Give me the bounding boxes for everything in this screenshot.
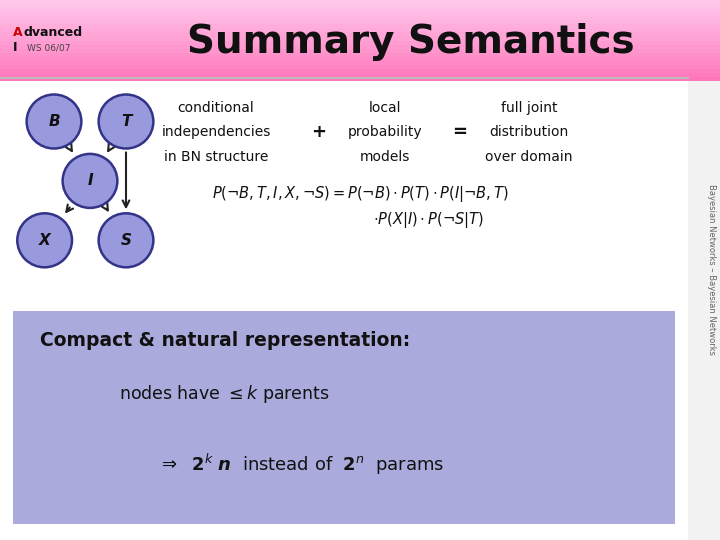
Ellipse shape <box>99 94 153 149</box>
FancyBboxPatch shape <box>0 4 720 8</box>
FancyBboxPatch shape <box>0 45 720 49</box>
Ellipse shape <box>17 213 72 267</box>
Text: S: S <box>120 233 132 248</box>
Text: $\Rightarrow$  $\mathbf{2^{\it k}}$ $\boldsymbol{n}$  instead of  $\mathbf{2^{\i: $\Rightarrow$ $\mathbf{2^{\it k}}$ $\bol… <box>158 452 445 477</box>
FancyBboxPatch shape <box>0 60 720 65</box>
Text: conditional: conditional <box>178 101 254 115</box>
Text: local: local <box>369 101 402 115</box>
FancyBboxPatch shape <box>13 310 675 524</box>
FancyBboxPatch shape <box>0 24 720 28</box>
FancyBboxPatch shape <box>0 37 720 40</box>
Ellipse shape <box>99 213 153 267</box>
Text: over domain: over domain <box>485 150 573 164</box>
FancyBboxPatch shape <box>0 73 720 77</box>
Text: $\cdot P(X|I) \cdot P(\neg S|T)$: $\cdot P(X|I) \cdot P(\neg S|T)$ <box>373 210 484 231</box>
Text: WS 06/07: WS 06/07 <box>27 43 71 52</box>
Text: nodes have $\leq k$ parents: nodes have $\leq k$ parents <box>119 383 329 405</box>
Text: distribution: distribution <box>490 125 569 139</box>
Text: independencies: independencies <box>161 125 271 139</box>
Text: full joint: full joint <box>501 101 557 115</box>
FancyBboxPatch shape <box>0 57 720 60</box>
FancyBboxPatch shape <box>0 12 720 16</box>
Text: Compact & natural representation:: Compact & natural representation: <box>40 330 410 350</box>
Text: B: B <box>48 114 60 129</box>
Text: in BN structure: in BN structure <box>164 150 268 164</box>
Text: T: T <box>121 114 131 129</box>
Text: X: X <box>39 233 50 248</box>
FancyBboxPatch shape <box>0 16 720 20</box>
Ellipse shape <box>27 94 81 149</box>
FancyBboxPatch shape <box>0 32 720 36</box>
Text: dvanced: dvanced <box>24 26 83 39</box>
Text: models: models <box>360 150 410 164</box>
FancyBboxPatch shape <box>0 20 720 24</box>
FancyBboxPatch shape <box>0 77 720 81</box>
Text: =: = <box>452 123 467 141</box>
FancyBboxPatch shape <box>0 65 720 69</box>
Text: Summary Semantics: Summary Semantics <box>186 23 634 61</box>
FancyBboxPatch shape <box>0 49 720 53</box>
Text: I: I <box>13 41 17 54</box>
FancyBboxPatch shape <box>0 53 720 57</box>
FancyBboxPatch shape <box>0 81 688 540</box>
Text: +: + <box>311 123 325 141</box>
FancyBboxPatch shape <box>0 69 720 73</box>
FancyBboxPatch shape <box>0 29 720 32</box>
Text: Bayesian Networks – Bayesian Networks: Bayesian Networks – Bayesian Networks <box>707 185 716 355</box>
Text: A: A <box>13 26 22 39</box>
Text: $P(\neg B, T, I, X, \neg S) = P(\neg B) \cdot P(T) \cdot P(I|\neg B, T)$: $P(\neg B, T, I, X, \neg S) = P(\neg B) … <box>212 184 508 205</box>
FancyBboxPatch shape <box>0 0 720 4</box>
Ellipse shape <box>63 154 117 208</box>
Text: I: I <box>87 173 93 188</box>
Text: probability: probability <box>348 125 423 139</box>
FancyBboxPatch shape <box>0 40 720 45</box>
FancyBboxPatch shape <box>0 8 720 12</box>
